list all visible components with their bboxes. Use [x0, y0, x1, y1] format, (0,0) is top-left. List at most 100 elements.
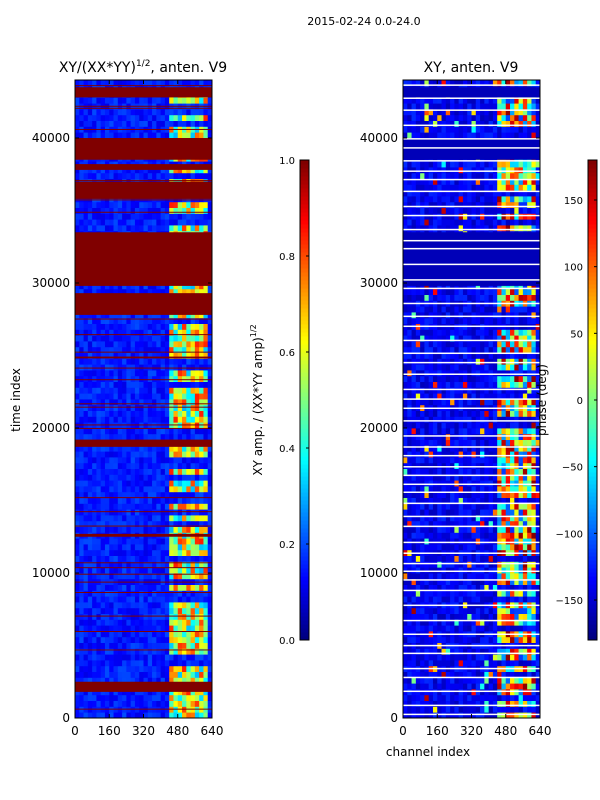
heatmap-cell	[471, 538, 477, 545]
heatmap-cell	[199, 486, 204, 493]
heatmap-cell	[510, 573, 515, 580]
heatmap-cell	[83, 561, 89, 568]
heatmap-cell	[177, 613, 183, 620]
heatmap-cell	[445, 607, 451, 614]
heatmap-cell	[488, 584, 494, 591]
heatmap-cell	[510, 497, 515, 504]
heatmap-cell	[156, 689, 162, 696]
heatmap-cell	[164, 225, 170, 232]
heatmap-cell	[87, 625, 93, 632]
heatmap-cell	[437, 590, 442, 597]
heatmap-cell	[87, 480, 93, 487]
heatmap-cell	[100, 196, 106, 203]
heatmap-cell	[475, 532, 481, 539]
heatmap-cell	[177, 526, 183, 533]
heatmap-cell	[164, 358, 170, 365]
heatmap-cell	[190, 335, 196, 342]
heatmap-cell	[207, 225, 213, 232]
heatmap-cell	[75, 491, 80, 498]
heatmap-cell	[186, 509, 191, 516]
colorbar-segment	[300, 464, 309, 469]
heatmap-cell	[173, 393, 179, 400]
heatmap-cell	[96, 671, 102, 678]
heatmap-cell	[492, 712, 498, 719]
heatmap-cell	[203, 700, 209, 707]
heatmap-cell	[492, 671, 498, 678]
heatmap-cell	[139, 596, 144, 603]
heatmap-cell	[147, 399, 153, 406]
heatmap-cell	[92, 671, 97, 678]
heatmap-cell	[169, 631, 174, 638]
heatmap-cell	[109, 433, 114, 440]
heatmap-cell	[117, 555, 123, 562]
heatmap-cell	[96, 428, 102, 435]
heatmap-cell	[75, 631, 80, 638]
heatmap-flag-line	[75, 708, 212, 710]
heatmap-cell	[134, 584, 140, 591]
heatmap-cell	[518, 683, 524, 690]
heatmap-cell	[104, 665, 110, 672]
heatmap-cell	[79, 445, 84, 452]
heatmap-cell	[152, 410, 157, 417]
heatmap-cell	[79, 526, 84, 533]
heatmap-cell	[501, 491, 507, 498]
heatmap-cell	[169, 399, 174, 406]
heatmap-cell	[75, 346, 80, 353]
heatmap-flag-line	[75, 379, 212, 381]
heatmap-cell	[484, 654, 490, 661]
heatmap-cell	[152, 132, 157, 139]
heatmap-cell	[462, 648, 468, 655]
heatmap-cell	[83, 109, 89, 116]
heatmap-cell	[186, 491, 191, 498]
heatmap-cell	[134, 538, 140, 545]
heatmap-cell	[75, 636, 80, 643]
heatmap-cell	[403, 578, 408, 585]
heatmap-cell	[92, 480, 97, 487]
heatmap-cell	[505, 694, 511, 701]
heatmap-cell	[415, 578, 421, 585]
heatmap-cell	[480, 683, 485, 690]
heatmap-cell	[484, 503, 490, 510]
heatmap-cell	[126, 590, 132, 597]
heatmap-cell	[467, 648, 472, 655]
heatmap-cell	[514, 538, 519, 545]
heatmap-cell	[104, 468, 110, 475]
heatmap-cell	[156, 613, 162, 620]
heatmap-cell	[182, 213, 187, 220]
heatmap-cell	[462, 590, 468, 597]
heatmap-cell	[169, 114, 174, 121]
heatmap-cell	[514, 607, 519, 614]
heatmap-cell	[501, 700, 507, 707]
heatmap-cell	[501, 567, 507, 574]
heatmap-cell	[522, 694, 528, 701]
heatmap-cell	[169, 109, 174, 116]
heatmap-cell	[100, 503, 106, 510]
heatmap-cell	[87, 607, 93, 614]
heatmap-cell	[92, 172, 97, 179]
heatmap-cell	[467, 619, 472, 626]
heatmap-cell	[169, 457, 174, 464]
heatmap-cell	[207, 486, 213, 493]
heatmap-cell	[199, 445, 204, 452]
heatmap-cell	[109, 381, 114, 388]
heatmap-cell	[182, 480, 187, 487]
heatmap-cell	[488, 503, 494, 510]
heatmap-cell	[415, 515, 421, 522]
heatmap-cell	[104, 625, 110, 632]
heatmap-cell	[100, 671, 106, 678]
heatmap-cell	[134, 549, 140, 556]
heatmap-cell	[152, 225, 157, 232]
heatmap-cell	[505, 573, 511, 580]
heatmap-cell	[173, 631, 179, 638]
heatmap-cell	[492, 607, 498, 614]
heatmap-cell	[194, 520, 200, 527]
heatmap-cell	[96, 474, 102, 481]
heatmap-cell	[79, 515, 84, 522]
heatmap-cell	[190, 648, 196, 655]
heatmap-cell	[411, 625, 417, 632]
heatmap-cell	[441, 689, 447, 696]
heatmap-cell	[177, 538, 183, 545]
heatmap-cell	[480, 654, 485, 661]
heatmap-cell	[527, 660, 532, 667]
heatmap-cell	[501, 712, 507, 719]
